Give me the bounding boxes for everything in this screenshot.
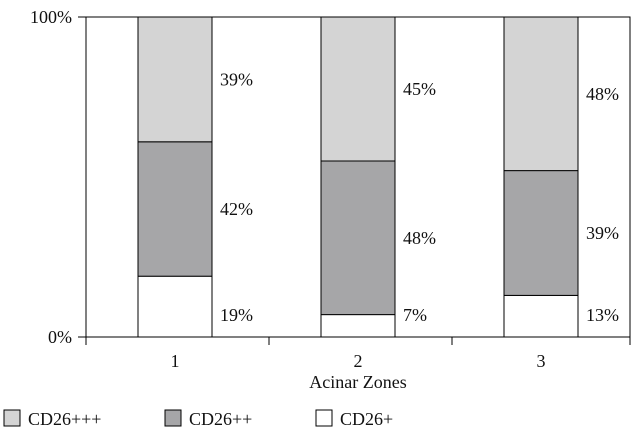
x-tick-label: 2 — [354, 351, 363, 371]
data-label: 48% — [586, 84, 619, 104]
x-tick-label: 1 — [171, 351, 180, 371]
bar-segment — [320, 16, 396, 162]
bar-segment — [137, 275, 213, 338]
y-tick-label: 0% — [48, 327, 72, 347]
data-label: 42% — [220, 199, 253, 219]
data-label: 19% — [220, 305, 253, 325]
x-axis-label: Acinar Zones — [309, 372, 406, 392]
bar-segment — [137, 141, 213, 277]
legend-label: CD26+ — [340, 409, 393, 429]
legend: CD26+++ CD26++ CD26+ — [3, 409, 393, 429]
data-label: 39% — [586, 223, 619, 243]
bar-segment — [503, 294, 579, 338]
legend-swatch — [3, 409, 21, 427]
axes-layer: 1 2 3 0% 100% — [30, 7, 631, 371]
legend-label: CD26+++ — [28, 409, 101, 429]
data-label: 7% — [403, 305, 427, 325]
x-tick-label: 3 — [537, 351, 546, 371]
data-label: 48% — [403, 228, 436, 248]
bar-segment — [320, 160, 396, 316]
y-tick-label: 100% — [30, 7, 72, 27]
labels-layer: 19% 42% 39% 7% 48% 45% 13% 39% 48% — [220, 69, 619, 325]
legend-label: CD26++ — [189, 409, 252, 429]
bars-layer — [137, 16, 579, 338]
data-label: 45% — [403, 79, 436, 99]
bar-segment — [503, 16, 579, 172]
bar-segment — [137, 16, 213, 143]
legend-swatch — [315, 409, 333, 427]
data-label: 39% — [220, 69, 253, 89]
legend-swatch — [164, 409, 182, 427]
data-label: 13% — [586, 305, 619, 325]
bar-segment — [320, 314, 396, 338]
bar-segment — [503, 170, 579, 296]
